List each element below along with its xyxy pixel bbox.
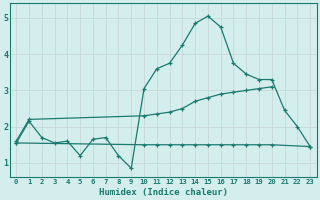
X-axis label: Humidex (Indice chaleur): Humidex (Indice chaleur) (99, 188, 228, 197)
